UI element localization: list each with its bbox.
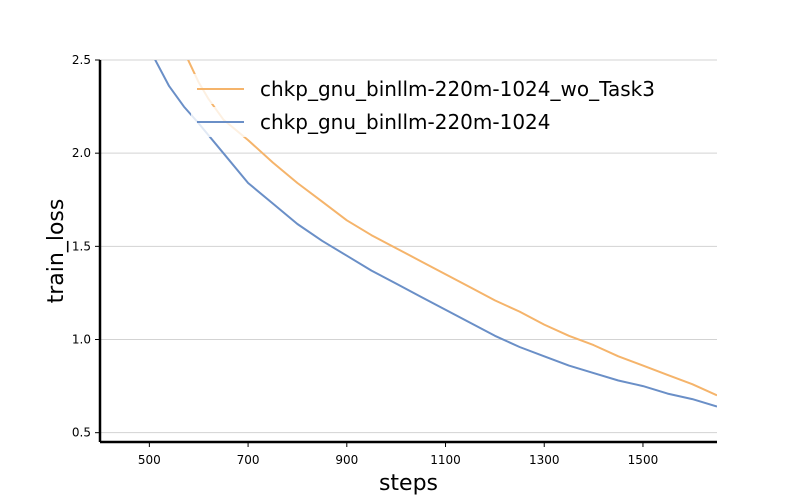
x-tick-label: 500 (138, 453, 161, 467)
x-tick-label: 1100 (430, 453, 461, 467)
legend-background (191, 74, 701, 104)
axes (98, 60, 717, 444)
legend: chkp_gnu_binllm-220m-1024_wo_Task3 chkp_g… (191, 74, 701, 137)
x-tick-label: 1300 (529, 453, 560, 467)
legend-label-2: chkp_gnu_binllm-220m-1024 (260, 110, 551, 134)
x-axis-title: steps (379, 471, 438, 496)
y-tick-label: 2.0 (72, 146, 91, 160)
tick-labels: 500 700 900 1100 1300 1500 0.5 1.0 1.5 2.0 2.5 (72, 53, 658, 467)
legend-background (191, 107, 701, 137)
y-tick-label: 1.0 (72, 333, 91, 347)
x-tick-label: 1500 (628, 453, 659, 467)
y-axis-title: train_loss (44, 199, 69, 304)
grid-lines (100, 59, 717, 434)
series-line-2 (154, 60, 717, 408)
y-tick-label: 0.5 (72, 426, 91, 440)
x-tick-label: 700 (237, 453, 260, 467)
y-tick-label: 1.5 (72, 239, 91, 253)
x-tick-label: 900 (335, 453, 358, 467)
legend-label-1: chkp_gnu_binllm-220m-1024_wo_Task3 (260, 77, 655, 101)
y-tick-label: 2.5 (72, 53, 91, 67)
